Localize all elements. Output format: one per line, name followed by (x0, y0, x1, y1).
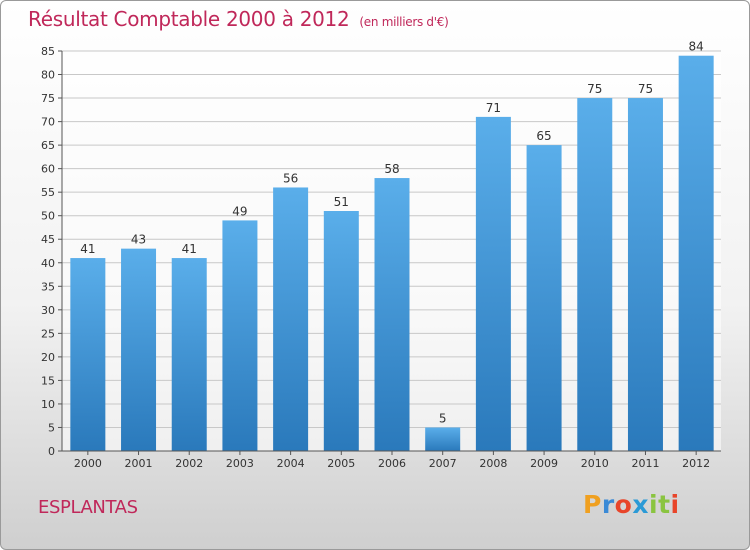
x-tick-label: 2003 (226, 457, 254, 470)
y-tick-label: 5 (48, 421, 55, 434)
y-tick-label: 75 (41, 92, 55, 105)
bar-2001 (121, 248, 157, 451)
logo-letter: i (649, 490, 659, 519)
logo-letter: i (670, 490, 680, 519)
x-tick-label: 2004 (277, 457, 305, 470)
x-tick-label: 2011 (631, 457, 659, 470)
chart-title: Résultat Comptable 2000 à 2012 (en millie… (28, 7, 449, 31)
bar-value-label: 41 (80, 242, 95, 256)
y-tick-label: 30 (41, 304, 55, 317)
x-tick-label: 2000 (74, 457, 102, 470)
x-tick-label: 2001 (125, 457, 153, 470)
x-tick-label: 2005 (327, 457, 355, 470)
logo-letter: P (583, 490, 602, 519)
bar-2007 (425, 427, 461, 451)
y-tick-label: 85 (41, 45, 55, 58)
y-tick-label: 80 (41, 69, 55, 82)
y-tick-label: 55 (41, 186, 55, 199)
logo-letter: x (632, 490, 649, 519)
bar-2002 (171, 258, 207, 451)
bar-value-label: 75 (638, 82, 653, 96)
logo-letter: t (658, 490, 671, 519)
bar-2004 (273, 187, 309, 451)
bar-2009 (526, 145, 562, 451)
bar-value-label: 75 (587, 82, 602, 96)
bar-value-label: 58 (384, 162, 399, 176)
bar-2010 (577, 98, 613, 451)
logo-letter: o (614, 490, 633, 519)
y-tick-label: 45 (41, 233, 55, 246)
proxiti-logo[interactable]: Proxiti (583, 490, 680, 519)
chart-title-text: Résultat Comptable 2000 à 2012 (28, 7, 350, 31)
bar-value-label: 84 (689, 40, 704, 54)
bar-value-label: 56 (283, 171, 298, 185)
logo-letter: r (601, 490, 615, 519)
bar-value-label: 71 (486, 101, 501, 115)
y-tick-label: 20 (41, 351, 55, 364)
bar-value-label: 51 (334, 195, 349, 209)
y-tick-label: 15 (41, 374, 55, 387)
bar-2000 (70, 258, 106, 451)
bars: 41 43 41 49 56 51 58 5 71 65 75 75 84 (70, 40, 714, 452)
x-axis: 2000 2001 2002 2003 2004 2005 2006 2007 2008 2009… (62, 450, 721, 470)
y-axis: 0 5 10 15 20 25 30 35 40 45 50 55 60 65 70 75 80 85 (41, 45, 63, 458)
x-tick-label: 2002 (175, 457, 203, 470)
bar-2003 (222, 220, 258, 451)
x-tick-label: 2008 (479, 457, 507, 470)
y-tick-label: 40 (41, 257, 55, 270)
bar-value-label: 41 (182, 242, 197, 256)
y-tick-label: 60 (41, 163, 55, 176)
chart-unit-label: (en milliers d'€) (359, 15, 449, 29)
bar-value-label: 43 (131, 233, 146, 247)
y-tick-label: 10 (41, 398, 55, 411)
bar-2011 (627, 98, 663, 451)
bar-2012 (678, 55, 714, 452)
y-tick-label: 50 (41, 210, 55, 223)
x-tick-label: 2012 (682, 457, 710, 470)
x-tick-label: 2010 (581, 457, 609, 470)
x-tick-label: 2009 (530, 457, 558, 470)
bar-2005 (323, 211, 359, 451)
y-tick-label: 70 (41, 116, 55, 129)
y-tick-label: 65 (41, 139, 55, 152)
y-tick-label: 35 (41, 280, 55, 293)
bar-value-label: 5 (439, 411, 447, 425)
bar-value-label: 49 (232, 204, 247, 218)
x-tick-label: 2007 (429, 457, 457, 470)
bar-2008 (475, 116, 511, 451)
commune-name: ESPLANTAS (38, 497, 138, 518)
bar-value-label: 65 (536, 129, 551, 143)
bar-2006 (374, 178, 410, 451)
y-tick-label: 0 (48, 445, 55, 458)
y-tick-label: 25 (41, 327, 55, 340)
x-tick-label: 2006 (378, 457, 406, 470)
